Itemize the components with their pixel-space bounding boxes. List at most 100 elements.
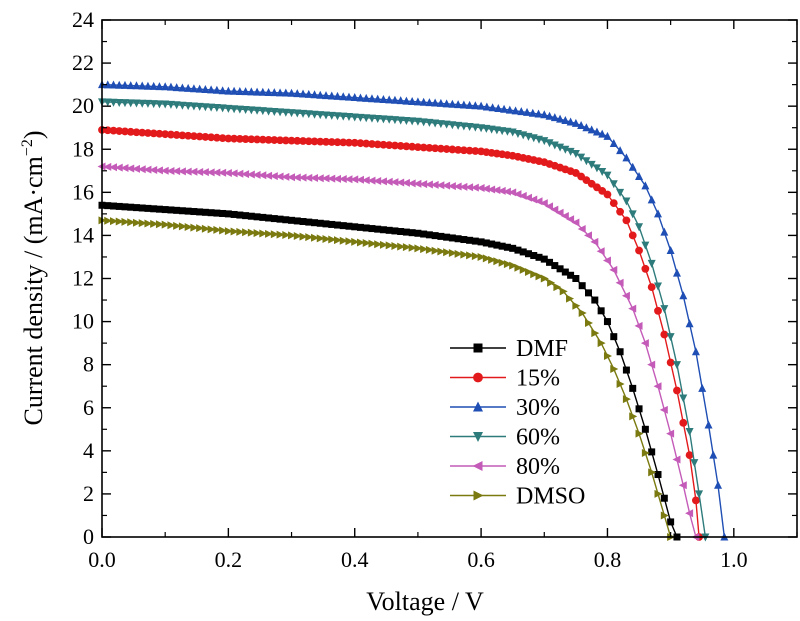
point-30pct-89 xyxy=(603,131,612,140)
series-80pct xyxy=(97,162,700,541)
point-dmso-66 xyxy=(477,252,486,261)
point-60pct-88 xyxy=(592,164,601,173)
point-30pct-17 xyxy=(195,84,204,93)
point-dmf-87 xyxy=(591,296,599,304)
point-30pct-5 xyxy=(126,81,135,90)
legend: DMF 15% 30% 60% 80% DMSO xyxy=(450,336,585,510)
point-dmf-98 xyxy=(660,494,668,502)
point-dmso-58 xyxy=(431,246,440,255)
point-80pct-8 xyxy=(143,165,152,174)
point-30pct-87 xyxy=(592,127,601,136)
point-30pct-57 xyxy=(425,98,434,107)
point-30pct-62 xyxy=(454,100,463,109)
point-60pct-19 xyxy=(207,103,216,112)
point-dmf-92 xyxy=(622,366,630,374)
point-dmso-26 xyxy=(247,228,256,237)
point-60pct-105 xyxy=(695,490,704,499)
x-tick-label: 0.4 xyxy=(341,547,369,572)
point-15pct-24 xyxy=(235,134,244,143)
point-15pct-23 xyxy=(230,134,239,143)
point-30pct-52 xyxy=(396,96,405,105)
point-15pct-20 xyxy=(212,133,221,142)
point-80pct-9 xyxy=(149,166,158,175)
point-30pct-43 xyxy=(344,92,353,101)
point-30pct-92 xyxy=(622,153,631,162)
point-15pct-65 xyxy=(471,147,480,155)
point-80pct-97 xyxy=(653,382,662,391)
point-60pct-22 xyxy=(224,104,233,113)
point-80pct-5 xyxy=(126,164,135,173)
point-15pct-27 xyxy=(253,135,261,144)
point-30pct-59 xyxy=(436,98,445,107)
series-dmso xyxy=(98,216,676,541)
point-15pct-43 xyxy=(345,138,353,147)
point-80pct-47 xyxy=(367,176,376,185)
point-15pct-57 xyxy=(425,143,434,152)
point-dmso-92 xyxy=(629,412,638,421)
point-15pct-13 xyxy=(172,131,181,139)
point-60pct-96 xyxy=(641,241,650,250)
point-15pct-101 xyxy=(673,386,681,395)
point-dmf-46 xyxy=(362,224,370,232)
legend-item-dmf: DMF xyxy=(450,336,568,362)
point-15pct-22 xyxy=(224,134,233,143)
point-30pct-35 xyxy=(299,89,308,98)
point-80pct-28 xyxy=(258,171,267,180)
point-dmf-5 xyxy=(127,203,135,211)
point-80pct-22 xyxy=(223,168,232,177)
point-30pct-49 xyxy=(379,95,388,104)
point-60pct-52 xyxy=(396,116,405,125)
point-30pct-1 xyxy=(103,80,112,89)
point-80pct-91 xyxy=(615,278,624,287)
point-60pct-65 xyxy=(471,123,480,132)
point-60pct-58 xyxy=(431,119,440,128)
point-60pct-45 xyxy=(356,113,365,122)
point-80pct-25 xyxy=(241,170,250,179)
point-dmso-75 xyxy=(524,268,533,277)
point-dmso-39 xyxy=(322,234,331,243)
point-dmso-95 xyxy=(648,468,657,477)
point-30pct-85 xyxy=(582,123,591,132)
y-tick-label: 6 xyxy=(83,395,94,420)
point-dmso-61 xyxy=(448,249,457,258)
point-dmso-68 xyxy=(488,255,497,264)
point-dmso-44 xyxy=(351,237,360,246)
point-30pct-23 xyxy=(230,86,239,95)
point-15pct-50 xyxy=(385,141,394,150)
point-30pct-7 xyxy=(138,81,147,90)
point-15pct-14 xyxy=(178,131,187,140)
point-60pct-44 xyxy=(350,113,359,122)
point-15pct-21 xyxy=(218,134,227,142)
legend-item-dmso: DMSO xyxy=(450,484,585,510)
y-axis-title-exponent: −2 xyxy=(19,139,36,156)
point-dmf-3 xyxy=(115,202,123,210)
point-30pct-93 xyxy=(628,162,637,171)
point-15pct-61 xyxy=(448,145,457,154)
point-15pct-48 xyxy=(373,140,382,149)
point-30pct-2 xyxy=(109,80,118,89)
point-60pct-92 xyxy=(616,188,625,197)
point-15pct-28 xyxy=(258,135,267,144)
point-80pct-40 xyxy=(327,174,336,183)
point-60pct-54 xyxy=(408,117,417,126)
series-line-30pct xyxy=(101,83,726,538)
point-dmf-21 xyxy=(219,209,227,217)
point-80pct-19 xyxy=(206,168,215,177)
series-line-dmf xyxy=(101,204,678,538)
point-30pct-45 xyxy=(356,93,365,102)
point-30pct-103 xyxy=(691,347,700,356)
point-30pct-58 xyxy=(431,98,440,107)
point-dmso-73 xyxy=(514,263,523,272)
point-15pct-99 xyxy=(660,330,669,339)
point-dmf-24 xyxy=(236,211,244,219)
point-30pct-24 xyxy=(235,86,244,95)
point-60pct-37 xyxy=(310,110,319,119)
point-dmso-67 xyxy=(482,254,491,263)
point-30pct-9 xyxy=(149,81,158,90)
point-30pct-61 xyxy=(448,99,457,108)
point-dmf-55 xyxy=(414,229,422,237)
point-dmf-94 xyxy=(635,405,643,413)
point-dmf-12 xyxy=(167,206,175,214)
point-dmso-45 xyxy=(356,238,365,247)
